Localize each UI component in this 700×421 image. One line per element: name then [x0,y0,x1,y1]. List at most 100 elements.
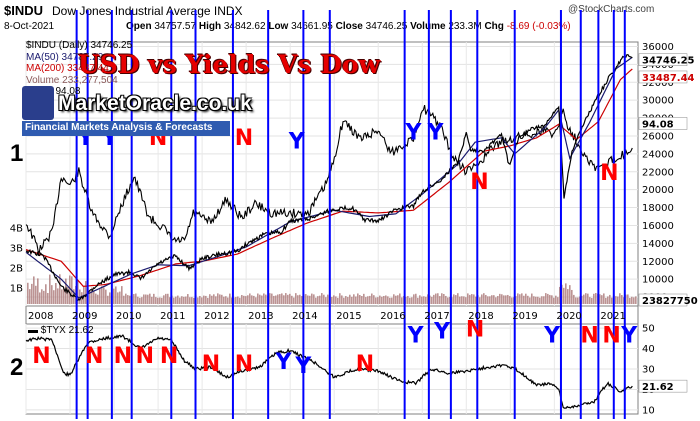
volume-bar [135,293,137,304]
volume-bar [571,289,573,304]
volume-bar [143,294,145,304]
volume-bar [483,293,485,304]
volume-bar [269,293,271,304]
volume-bar [63,287,65,304]
volume-bar [127,295,129,304]
volume-bar [489,296,491,304]
x-axis-strip [25,305,639,325]
volume-bar [291,295,293,304]
volume-bar [181,296,183,304]
volume-bar [495,297,497,304]
volume-bar [125,293,127,304]
top-right-tick-label: 24000 [642,149,674,160]
volume-bar [257,293,259,304]
volume-bar [417,297,419,304]
volume-bar [159,297,161,304]
volume-bar [377,297,379,304]
top-marker-y: Y [404,121,422,146]
volume-bar [211,295,213,304]
volume-bar [169,297,171,304]
volume-bar [519,294,521,304]
volume-bar [271,293,273,304]
volume-bar [501,294,503,304]
volume-bar [567,289,569,304]
bottom-marker-n: N [160,344,178,369]
volume-bar [565,283,567,304]
volume-bar [353,294,355,304]
volume-bar [139,297,141,304]
volume-bar [469,294,471,304]
volume-bar [527,295,529,304]
volume-bar [197,297,199,304]
volume-bar [581,295,583,304]
top-marker-n: N [600,161,618,186]
volume-bar [61,289,63,304]
bottom-marker-n: N [85,344,103,369]
volume-bar [379,295,381,304]
top-marker-y: Y [288,129,306,154]
x-tick-label: 2021 [600,311,625,322]
volume-bar [413,294,415,304]
indu-series-line [25,54,633,302]
volume-bar [467,293,469,304]
x-tick-label: 2011 [160,311,185,322]
bottom-marker-n: N [235,352,253,377]
chart-header-date: 8-Oct-2021 [4,21,55,32]
volume-bar [29,289,31,304]
volume-bar [395,295,397,304]
volume-bar [179,297,181,304]
volume-bar [385,295,387,304]
volume-bar [365,297,367,304]
volume-bar [387,296,389,304]
legend-indu: $INDU (Daily) 34746.25 [26,40,133,51]
volume-bar [611,297,613,304]
volume-bar [53,290,55,304]
volume-bar [173,297,175,304]
volume-bar [237,296,239,304]
top-right-tick-label: 10000 [642,275,674,286]
legend-ma50: MA(50) 34787.29 [26,51,104,63]
x-tick-label: 2015 [336,311,361,322]
volume-bar [129,295,131,304]
volume-bar [273,295,275,304]
volume-bar [431,296,433,304]
x-tick-label: 2013 [248,311,273,322]
volume-bar [177,295,179,304]
volume-bar [491,295,493,304]
volume-bar [161,297,163,304]
volume-bar [493,295,495,304]
volume-bar [287,294,289,304]
bottom-marker-y: Y [407,323,425,348]
volume-bar [393,294,395,304]
volume-bar [405,296,407,304]
volume-bar [463,296,465,304]
volume-bar [207,297,209,304]
volume-bar [617,296,619,304]
volume-bar [293,297,295,304]
volume-bar [333,295,335,304]
top-right-tick-label: 22000 [642,167,674,178]
volume-bar [321,293,323,304]
volume-bar [107,295,109,304]
volume-bar [537,296,539,304]
volume-bar [479,297,481,304]
brand-tagline: Financial Markets Analysis & Forecasts [25,122,213,133]
volume-bar [117,292,119,304]
volume-bar [311,293,313,304]
volume-bar [371,293,373,304]
volume-bar [259,294,261,304]
volume-bar [577,297,579,304]
top-right-tick-label: 14000 [642,239,674,250]
volume-bar [407,296,409,304]
volume-bar [409,297,411,304]
volume-bar [601,295,603,304]
x-tick-label: 2012 [204,311,229,322]
volume-bar [247,295,249,304]
volume-bar [57,288,59,304]
volume-bar [383,295,385,304]
volume-bar [121,286,123,304]
bottom-right-tick-label: 40 [642,344,655,355]
volume-bar [475,296,477,304]
volume-bar [559,286,561,304]
volume-bar [69,275,71,304]
